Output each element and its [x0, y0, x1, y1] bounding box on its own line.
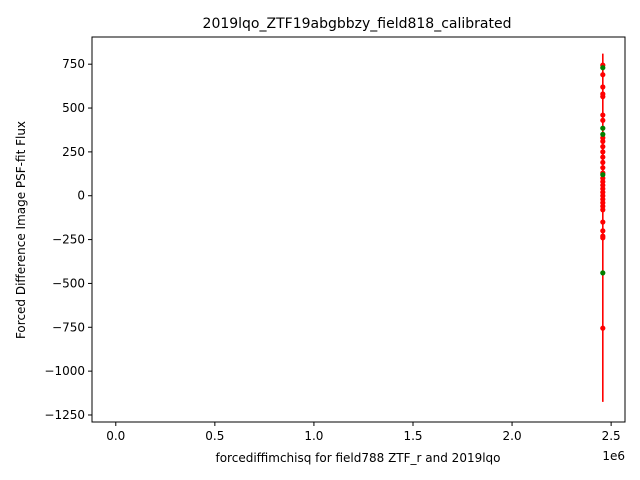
data-point [600, 219, 606, 225]
data-point [600, 117, 606, 123]
y-tick-label: −1000 [44, 364, 85, 378]
y-tick-label: −250 [52, 233, 85, 247]
y-axis-label: Forced Difference Image PSF-fit Flux [14, 121, 28, 339]
data-point [600, 94, 606, 100]
x-axis-label: forcediffimchisq for field788 ZTF_r and … [215, 451, 500, 465]
x-axis: 0.0 0.5 1.0 1.5 2.0 2.5 [106, 422, 621, 443]
data-point [600, 138, 606, 144]
data-point [600, 144, 606, 150]
x-tick-label: 0.0 [106, 429, 125, 443]
data-point [600, 165, 606, 171]
data-point [600, 172, 606, 178]
data-point [600, 149, 606, 155]
x-offset-label: 1e6 [602, 449, 625, 463]
y-tick-label: 0 [77, 189, 85, 203]
data-point [600, 228, 606, 234]
data-point [600, 125, 606, 131]
plot-frame [91, 36, 626, 423]
data-point [600, 131, 606, 137]
data-point [600, 159, 606, 166]
data-point [600, 325, 606, 331]
data-point [600, 65, 606, 71]
x-tick-label: 2.0 [503, 429, 522, 443]
data-point [600, 235, 606, 241]
y-axis: −1250 −1000 −750 −500 −250 0 250 500 750 [44, 57, 92, 422]
y-tick-label: 750 [62, 57, 85, 71]
data-point [600, 112, 606, 118]
x-tick-label: 1.5 [403, 429, 422, 443]
y-tick-label: −1250 [44, 408, 85, 422]
y-tick-label: −500 [52, 276, 85, 290]
data-point [600, 270, 606, 276]
chart-title: 2019lqo_ZTF19abgbbzy_field818_calibrated [203, 16, 512, 32]
data-point [600, 207, 606, 213]
x-tick-label: 1.0 [304, 429, 323, 443]
data-point [600, 72, 606, 78]
plot-area [600, 53, 606, 402]
x-tick-label: 0.5 [205, 429, 224, 443]
y-tick-label: 250 [62, 145, 85, 159]
x-tick-label: 2.5 [602, 429, 621, 443]
data-point [600, 84, 606, 90]
data-point [600, 154, 606, 160]
y-tick-label: 500 [62, 101, 85, 115]
y-tick-label: −750 [52, 320, 85, 334]
